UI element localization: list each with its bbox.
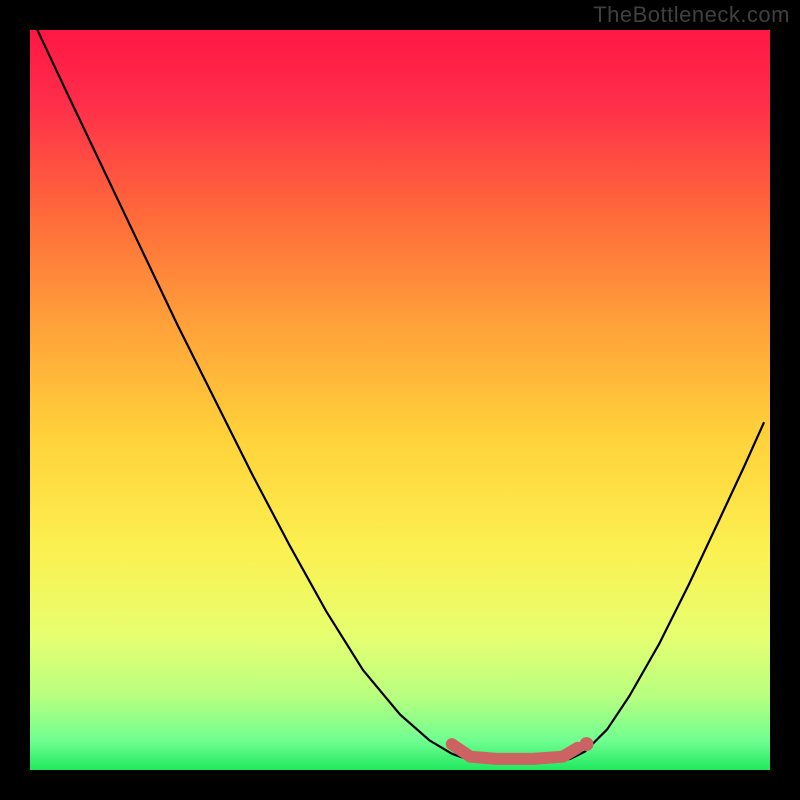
watermark-text: TheBottleneck.com — [593, 2, 790, 28]
optimal-range-endpoint — [579, 737, 593, 751]
chart-curves-layer — [30, 30, 770, 770]
optimal-range-marker — [452, 744, 578, 759]
bottleneck-curve — [37, 30, 764, 763]
chart-plot-area — [30, 30, 770, 770]
